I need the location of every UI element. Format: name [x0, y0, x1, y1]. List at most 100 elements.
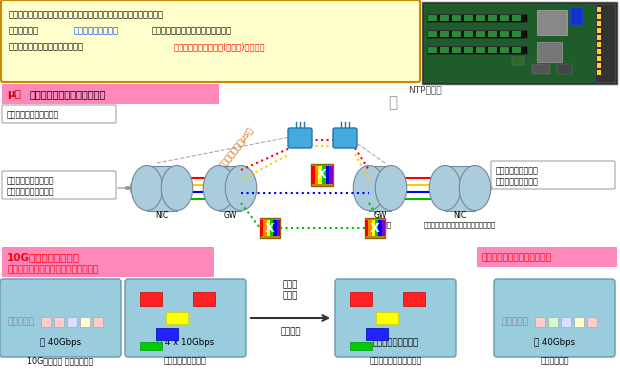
Bar [597, 56, 601, 61]
FancyBboxPatch shape [2, 84, 219, 104]
Text: ～ 4 x 10Gbps: ～ 4 x 10Gbps [157, 338, 214, 347]
Bar [557, 64, 572, 74]
Bar [378, 220, 382, 236]
Text: ・・・・・: ・・・・・ [8, 317, 35, 326]
Bar [350, 342, 372, 350]
Text: X: X [370, 221, 380, 234]
Bar [597, 49, 601, 54]
Bar [597, 14, 601, 19]
FancyBboxPatch shape [288, 128, 312, 148]
Bar [597, 28, 601, 33]
Bar [80, 317, 90, 327]
Bar [535, 317, 545, 327]
Text: ・パケット単位に振分: ・パケット単位に振分 [7, 187, 55, 196]
Bar [488, 15, 497, 21]
Bar [597, 70, 601, 75]
Bar [219, 166, 241, 211]
Bar [512, 47, 521, 53]
Text: （従来のフロー単位振分では不可能）: （従来のフロー単位振分では不可能） [7, 265, 99, 274]
Ellipse shape [459, 166, 491, 211]
FancyBboxPatch shape [335, 279, 456, 357]
Bar [260, 220, 264, 236]
Text: ・パケット網経由で同期: ・パケット網経由で同期 [7, 110, 60, 119]
Bar [365, 220, 368, 236]
Bar [440, 15, 449, 21]
Text: 10G超のフローも分配: 10G超のフローも分配 [7, 252, 80, 262]
Text: GW: GW [373, 211, 387, 221]
Bar [561, 317, 571, 327]
Bar [54, 317, 64, 327]
Text: パケット単位に振分: パケット単位に振分 [164, 356, 207, 365]
FancyBboxPatch shape [491, 161, 615, 189]
Text: ～ 40Gbps: ～ 40Gbps [534, 338, 575, 347]
FancyBboxPatch shape [494, 279, 615, 357]
Text: ジッタや順序逆転が発生: ジッタや順序逆転が発生 [370, 356, 422, 365]
Bar [452, 15, 461, 21]
Text: 多波長
多経路: 多波長 多経路 [283, 281, 298, 300]
Bar [318, 166, 322, 184]
Bar [273, 220, 277, 236]
Text: 混在も可。遅延ゆらぎ(ジッタ)も補正。: 混在も可。遅延ゆらぎ(ジッタ)も補正。 [174, 42, 265, 51]
Text: ＜課題＞波長毎に経路や通過ノードが異なる場合に遅延差の補正要。: ＜課題＞波長毎に経路や通過ノードが異なる場合に遅延差の補正要。 [9, 10, 164, 19]
Bar [532, 64, 550, 74]
Bar [464, 31, 473, 37]
Bar [329, 166, 333, 184]
Bar [500, 47, 509, 53]
FancyBboxPatch shape [333, 128, 357, 148]
Bar [427, 14, 527, 22]
Bar [537, 10, 567, 35]
Text: ・タイムスタンプ付与: ・タイムスタンプ付与 [7, 176, 55, 185]
Text: 遅延差や遅延揺らぎ: 遅延差や遅延揺らぎ [373, 338, 419, 347]
Bar [140, 292, 162, 306]
Bar [424, 4, 594, 82]
Bar [595, 4, 615, 82]
Bar [140, 342, 162, 350]
Text: 元通りに復元: 元通りに復元 [540, 356, 569, 365]
Bar [428, 47, 437, 53]
Bar [537, 42, 562, 62]
Bar [597, 35, 601, 40]
Bar [368, 220, 371, 236]
Bar [166, 312, 188, 324]
Bar [597, 21, 601, 26]
Text: NTPサーバ: NTPサーバ [408, 85, 441, 94]
Bar [326, 166, 329, 184]
Bar [476, 47, 485, 53]
Text: ネットワーク・インタフェース・カード: ネットワーク・インタフェース・カード [424, 221, 496, 228]
Text: ・パケット順を復元: ・パケット順を復元 [496, 166, 539, 175]
FancyBboxPatch shape [125, 279, 246, 357]
Bar [452, 31, 461, 37]
Bar [488, 31, 497, 37]
Bar [371, 220, 375, 236]
Text: μ秒: μ秒 [7, 89, 21, 99]
Bar [488, 47, 497, 53]
Text: パケット単位に振分: パケット単位に振分 [74, 26, 119, 35]
FancyBboxPatch shape [422, 2, 617, 84]
Bar [369, 166, 391, 211]
Text: ＜解決手段＞: ＜解決手段＞ [9, 26, 39, 35]
Bar [500, 15, 509, 21]
Bar [597, 42, 601, 47]
Text: 時刻配信（～１μs）: 時刻配信（～１μs） [218, 125, 255, 170]
Bar [264, 220, 267, 236]
Bar [382, 220, 385, 236]
Bar [597, 7, 601, 12]
Ellipse shape [353, 166, 385, 211]
Ellipse shape [225, 166, 257, 211]
Bar [67, 317, 77, 327]
Bar [277, 220, 280, 236]
Ellipse shape [375, 166, 407, 211]
Bar [376, 312, 398, 324]
Bar [427, 30, 527, 38]
Text: X: X [265, 221, 275, 234]
Ellipse shape [131, 166, 162, 211]
Bar [311, 164, 333, 186]
Bar [464, 15, 473, 21]
Text: 並列伝送: 並列伝送 [280, 327, 301, 336]
Bar [41, 317, 51, 327]
Bar [476, 15, 485, 21]
Bar [512, 15, 521, 21]
Text: ・・・・・: ・・・・・ [502, 317, 529, 326]
Bar [452, 47, 461, 53]
Bar [375, 220, 378, 236]
